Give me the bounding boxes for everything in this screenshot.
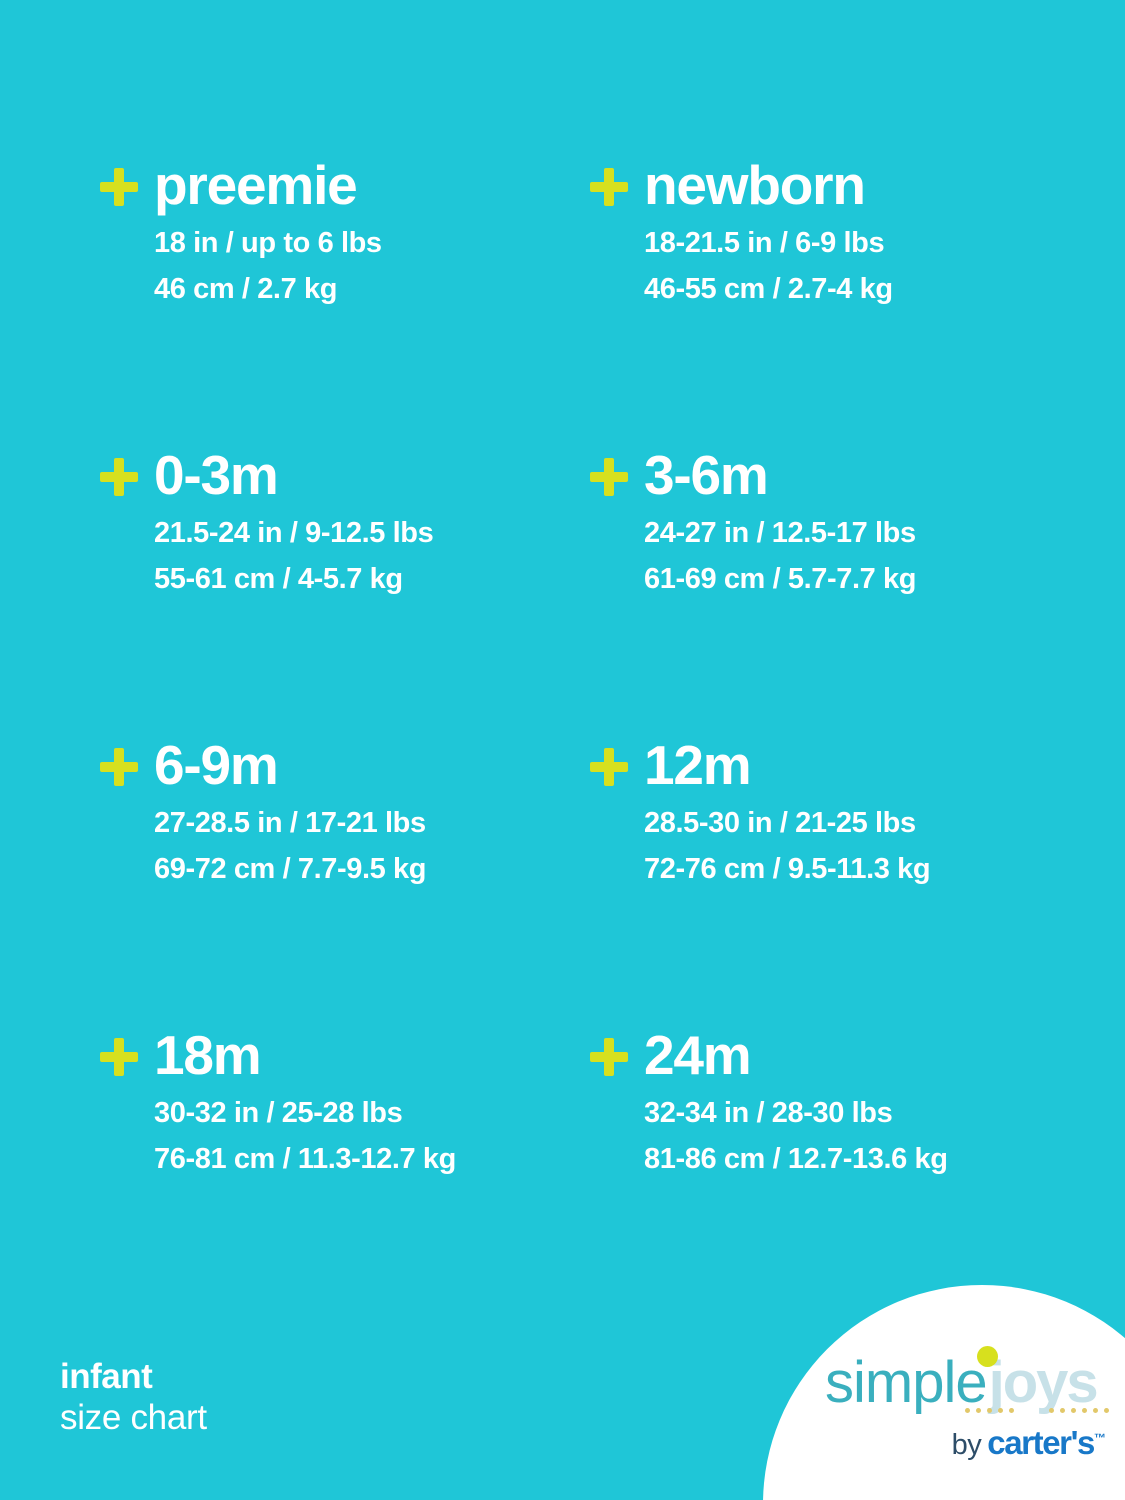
size-measurements: 24-27 in / 12.5-17 lbs 61-69 cm / 5.7-7.… [644,510,1080,602]
plus-icon [590,1038,628,1076]
trademark-icon: ™ [1094,1431,1106,1445]
logo-dot-icon [977,1346,998,1367]
size-header: 0-3m [100,442,590,508]
logo-by-text: by [951,1429,982,1461]
logo-brand-text: carter's [987,1424,1095,1461]
logo-word-joys: joys [988,1350,1099,1415]
size-measurements: 18-21.5 in / 6-9 lbs 46-55 cm / 2.7-4 kg [644,220,1080,312]
size-imperial: 28.5-30 in / 21-25 lbs [644,807,916,839]
size-metric: 46 cm / 2.7 kg [154,273,338,305]
logo-dotted-underline-icon [965,1408,1110,1416]
logo-word-simple: simple [825,1350,988,1415]
logo-byline: by carter's™ [952,1418,1106,1465]
size-name: 12m [644,734,752,796]
size-imperial: 24-27 in / 12.5-17 lbs [644,517,916,549]
size-imperial: 27-28.5 in / 17-21 lbs [154,807,426,839]
brand-logo: simplejoys by carter's™ [825,1346,1110,1472]
size-name: 0-3m [154,444,279,506]
size-card-preemie: preemie 18 in / up to 6 lbs 46 cm / 2.7 … [100,152,590,442]
size-card-newborn: newborn 18-21.5 in / 6-9 lbs 46-55 cm / … [590,152,1080,442]
size-header: preemie [100,152,590,218]
size-metric: 69-72 cm / 7.7-9.5 kg [154,853,427,885]
size-card-6-9m: 6-9m 27-28.5 in / 17-21 lbs 69-72 cm / 7… [100,732,590,1022]
size-name: preemie [154,154,358,216]
size-card-0-3m: 0-3m 21.5-24 in / 9-12.5 lbs 55-61 cm / … [100,442,590,732]
size-name: newborn [644,154,866,216]
chart-title-primary: infant [60,1357,153,1396]
plus-icon [590,168,628,206]
size-imperial: 18-21.5 in / 6-9 lbs [644,227,885,259]
size-measurements: 27-28.5 in / 17-21 lbs 69-72 cm / 7.7-9.… [154,800,590,892]
chart-title: infant size chart [60,1356,207,1438]
size-header: 12m [590,732,1080,798]
plus-icon [590,748,628,786]
size-header: newborn [590,152,1080,218]
size-metric: 46-55 cm / 2.7-4 kg [644,273,893,305]
size-name: 3-6m [644,444,769,506]
size-header: 24m [590,1022,1080,1088]
size-card-24m: 24m 32-34 in / 28-30 lbs 81-86 cm / 12.7… [590,1022,1080,1312]
size-header: 3-6m [590,442,1080,508]
chart-title-secondary: size chart [60,1398,207,1437]
size-metric: 76-81 cm / 11.3-12.7 kg [154,1143,456,1175]
plus-icon [100,748,138,786]
size-metric: 61-69 cm / 5.7-7.7 kg [644,563,917,595]
plus-icon [100,1038,138,1076]
size-header: 18m [100,1022,590,1088]
size-card-18m: 18m 30-32 in / 25-28 lbs 76-81 cm / 11.3… [100,1022,590,1312]
size-measurements: 18 in / up to 6 lbs 46 cm / 2.7 kg [154,220,590,312]
size-name: 24m [644,1024,752,1086]
size-measurements: 28.5-30 in / 21-25 lbs 72-76 cm / 9.5-11… [644,800,1080,892]
size-grid: preemie 18 in / up to 6 lbs 46 cm / 2.7 … [0,152,1125,1312]
size-metric: 81-86 cm / 12.7-13.6 kg [644,1143,948,1175]
size-measurements: 32-34 in / 28-30 lbs 81-86 cm / 12.7-13.… [644,1090,1080,1182]
plus-icon [100,458,138,496]
size-imperial: 18 in / up to 6 lbs [154,227,382,259]
logo-wordmark: simplejoys [825,1346,1110,1416]
size-measurements: 30-32 in / 25-28 lbs 76-81 cm / 11.3-12.… [154,1090,590,1182]
size-card-3-6m: 3-6m 24-27 in / 12.5-17 lbs 61-69 cm / 5… [590,442,1080,732]
size-metric: 55-61 cm / 4-5.7 kg [154,563,403,595]
size-measurements: 21.5-24 in / 9-12.5 lbs 55-61 cm / 4-5.7… [154,510,590,602]
size-metric: 72-76 cm / 9.5-11.3 kg [644,853,931,885]
size-imperial: 21.5-24 in / 9-12.5 lbs [154,517,434,549]
size-card-12m: 12m 28.5-30 in / 21-25 lbs 72-76 cm / 9.… [590,732,1080,1022]
plus-icon [590,458,628,496]
plus-icon [100,168,138,206]
size-header: 6-9m [100,732,590,798]
size-name: 18m [154,1024,262,1086]
size-imperial: 32-34 in / 28-30 lbs [644,1097,893,1129]
size-name: 6-9m [154,734,279,796]
size-imperial: 30-32 in / 25-28 lbs [154,1097,403,1129]
